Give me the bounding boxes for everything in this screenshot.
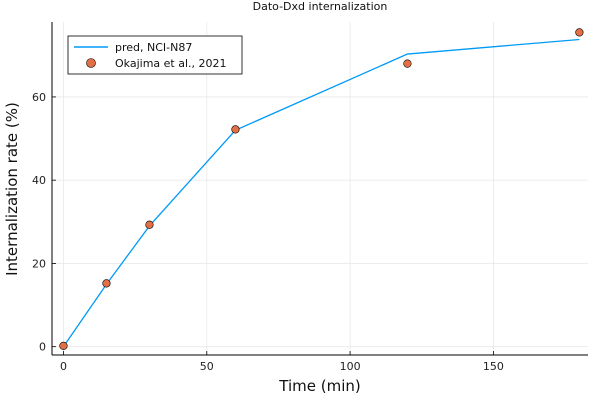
data-point <box>145 220 154 229</box>
series <box>59 28 584 350</box>
prediction-line <box>62 38 580 348</box>
legend-label-pred: pred, NCI-N87 <box>115 41 192 54</box>
data-point <box>59 341 68 350</box>
chart-title: Dato-Dxd internalization <box>253 0 388 13</box>
x-tick-label: 50 <box>200 360 214 373</box>
legend-label-okajima: Okajima et al., 2021 <box>115 57 227 70</box>
x-axis-title: Time (min) <box>278 377 360 395</box>
x-tick-label: 0 <box>60 360 67 373</box>
x-tick-label: 150 <box>483 360 504 373</box>
legend-box <box>67 35 243 75</box>
axes <box>51 22 588 356</box>
legend-marker-swatch <box>86 58 96 68</box>
y-axis-title: Internalization rate (%) <box>3 102 21 276</box>
x-tick-label: 100 <box>340 360 361 373</box>
tick-labels: 0 50 100 150 0 20 40 60 <box>32 91 504 373</box>
y-tick-label: 60 <box>32 91 46 104</box>
data-point <box>231 125 240 134</box>
data-point <box>575 28 584 37</box>
grid-lines <box>52 22 588 355</box>
y-tick-label: 0 <box>39 341 46 354</box>
y-tick-label: 20 <box>32 257 46 270</box>
legend: pred, NCI-N87 Okajima et al., 2021 <box>67 35 243 75</box>
data-point <box>403 59 412 68</box>
y-tick-label: 40 <box>32 174 46 187</box>
data-point <box>102 279 111 288</box>
